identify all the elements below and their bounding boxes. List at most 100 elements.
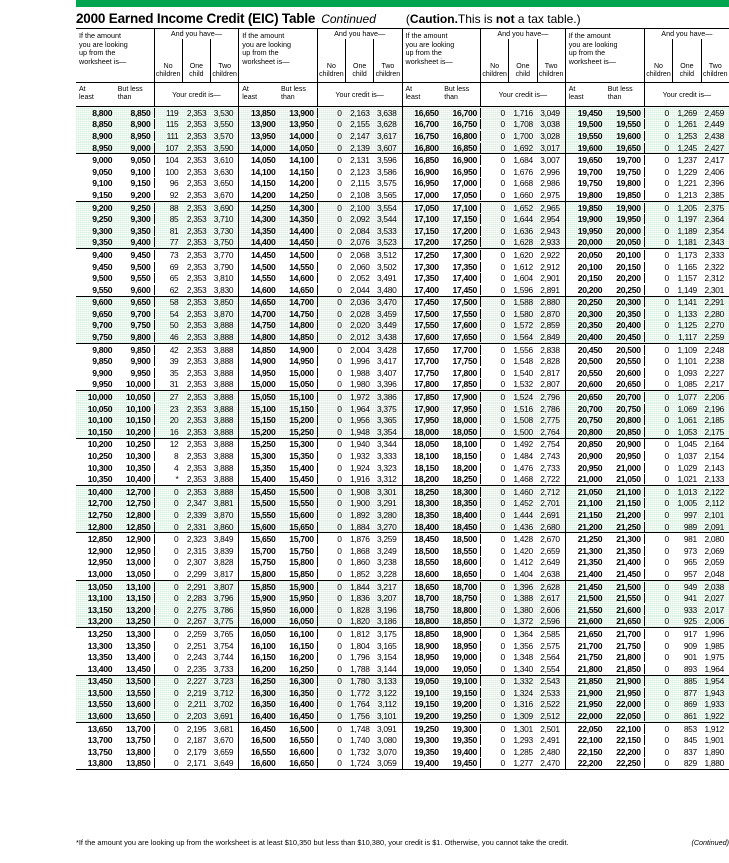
table-row: 17,100 17,150 0 1,644 2,954 <box>402 213 565 225</box>
cell-two-children: 3,888 <box>213 379 234 390</box>
cell-but-less-than: 19,800 <box>605 178 645 189</box>
table-row: 20,100 20,150 0 1,165 2,322 <box>566 261 729 273</box>
row-group: 20,250 20,300 0 1,141 2,291 20,300 20,350 0 1,13… <box>565 296 729 344</box>
cell-two-children: 3,888 <box>213 426 234 437</box>
cell-no-children: 0 <box>500 273 506 284</box>
table-row: 17,400 17,450 0 1,596 2,891 <box>403 284 565 296</box>
cell-no-children: 0 <box>664 320 669 331</box>
row-group: 19,650 19,700 0 1,237 2,417 19,700 19,750 0 1,22… <box>565 154 729 202</box>
cell-one-child: 2,315 <box>186 545 207 556</box>
table-row: 15,150 15,200 0 1,956 3,365 <box>239 414 402 427</box>
cell-but-less-than: 9,600 <box>115 284 155 295</box>
table-row: 18,400 18,450 0 1,436 2,680 <box>402 520 565 533</box>
cell-two-children: 2,185 <box>704 415 725 426</box>
cell-at-least: 10,000 <box>87 392 113 403</box>
cell-at-least: 14,300 <box>251 214 276 225</box>
cell-one-child: 1,892 <box>350 509 370 520</box>
table-row: 20,000 20,050 0 1,181 2,343 <box>565 236 729 249</box>
cell-at-least: 16,400 <box>251 711 276 722</box>
cell-but-less-than: 10,050 <box>115 392 155 403</box>
cell-but-less-than: 16,950 <box>442 166 481 177</box>
cell-two-children: 3,165 <box>377 640 397 651</box>
row-group: 15,450 15,500 0 1,908 3,301 15,500 15,550 0 1,90… <box>239 486 402 534</box>
cell-but-less-than: 15,000 <box>279 367 318 378</box>
row-group: 18,250 18,300 0 1,460 2,712 18,300 18,350 0 1,45… <box>402 486 565 534</box>
cell-one-child: 2,187 <box>186 735 207 746</box>
cell-no-children: 0 <box>337 758 342 769</box>
cell-at-least: 10,350 <box>87 474 113 485</box>
cell-no-children: 12 <box>169 439 179 450</box>
cell-at-least: 21,500 <box>577 593 603 604</box>
cell-but-less-than: 17,400 <box>442 273 481 284</box>
cell-two-children: 3,888 <box>213 356 234 367</box>
cell-one-child: 1,029 <box>677 462 697 473</box>
cell-no-children: 0 <box>500 166 506 177</box>
cell-no-children: 0 <box>337 225 342 236</box>
cell-no-children: 0 <box>664 166 669 177</box>
cell-no-children: 0 <box>500 474 506 485</box>
cell-at-least: 18,300 <box>414 498 439 509</box>
table-row: 19,550 19,600 0 1,253 2,438 <box>565 130 729 142</box>
cell-at-least: 9,100 <box>92 178 113 189</box>
table-row: 19,950 20,000 0 1,189 2,354 <box>565 224 729 237</box>
cell-but-less-than: 9,800 <box>115 332 155 343</box>
row-group: 20,850 20,900 0 1,045 2,164 20,900 20,950 0 1,03… <box>565 439 729 486</box>
cell-at-least: 19,400 <box>414 758 439 769</box>
cell-at-least: 21,700 <box>577 640 603 651</box>
table-row: 16,650 16,700 0 1,716 3,049 <box>402 107 565 119</box>
cell-no-children: 0 <box>664 356 669 367</box>
cell-two-children: 2,164 <box>704 439 725 450</box>
table-row: 9,050 9,100 100 2,353 3,630 <box>76 166 238 178</box>
cell-no-children: 0 <box>664 628 669 639</box>
cell-at-least: 12,900 <box>87 545 113 556</box>
amount-label-line: up from the <box>568 48 606 58</box>
cell-two-children: 3,786 <box>213 604 234 615</box>
cell-but-less-than: 15,900 <box>279 581 318 592</box>
cell-one-child: 2,353 <box>186 367 207 378</box>
children-header-2: Two children <box>211 39 238 82</box>
cell-one-child: 1,037 <box>677 451 697 462</box>
cell-no-children: 46 <box>169 332 179 343</box>
table-row: 13,250 13,300 0 2,259 3,765 <box>76 628 238 640</box>
cell-two-children: 3,101 <box>377 711 397 722</box>
cell-no-children: 0 <box>500 214 506 225</box>
cell-two-children: 2,743 <box>540 451 560 462</box>
table-row: 20,900 20,950 0 1,037 2,154 <box>566 450 729 462</box>
table-row: 10,200 10,250 12 2,353 3,888 <box>76 439 238 451</box>
cell-no-children: 0 <box>664 604 669 615</box>
cell-no-children: 0 <box>174 652 179 663</box>
cell-but-less-than: 17,500 <box>442 297 481 308</box>
cell-no-children: 0 <box>500 320 506 331</box>
cell-two-children: 1,880 <box>704 758 725 769</box>
table-row: 9,000 9,050 104 2,353 3,610 <box>76 154 238 166</box>
cell-no-children: 0 <box>500 155 506 166</box>
cell-at-least: 16,450 <box>251 723 276 734</box>
cell-one-child: 1,908 <box>350 486 370 497</box>
table-row: 16,100 16,150 0 1,804 3,165 <box>239 640 401 652</box>
cell-no-children: 0 <box>174 676 179 687</box>
cell-but-less-than: 20,200 <box>605 273 645 284</box>
row-group: 10,400 12,700 0 2,353 3,888 12,700 12,750 0 2,34… <box>76 486 239 534</box>
cell-at-least: 9,400 <box>92 249 113 260</box>
cell-no-children: 0 <box>500 711 506 722</box>
cell-two-children: 3,207 <box>377 593 397 604</box>
cell-one-child: 1,860 <box>350 557 370 568</box>
cell-but-less-than: 12,800 <box>115 509 155 520</box>
cell-no-children: 0 <box>664 439 669 450</box>
cell-one-child: 1,181 <box>677 237 697 248</box>
cell-no-children: 0 <box>337 462 342 473</box>
cell-but-less-than: 14,900 <box>279 344 318 355</box>
cell-one-child: 1,452 <box>513 498 533 509</box>
table-row: 22,000 22,050 0 861 1,922 <box>565 710 729 722</box>
cell-one-child: 1,261 <box>677 119 697 130</box>
cell-but-less-than: 19,550 <box>605 119 645 130</box>
amount-label-line: If the amount <box>568 31 611 40</box>
cell-at-least: 15,900 <box>251 593 276 604</box>
cell-two-children: 2,680 <box>540 521 560 532</box>
table-row: 15,550 15,600 0 1,892 3,280 <box>239 509 402 521</box>
table-row: 20,950 21,000 0 1,029 2,143 <box>566 462 729 474</box>
caution-note: (Caution.This is not a tax table.) <box>406 12 581 26</box>
cell-but-less-than: 14,350 <box>279 214 318 225</box>
cell-two-children: 2,522 <box>540 699 560 710</box>
cell-no-children: 0 <box>337 249 342 260</box>
